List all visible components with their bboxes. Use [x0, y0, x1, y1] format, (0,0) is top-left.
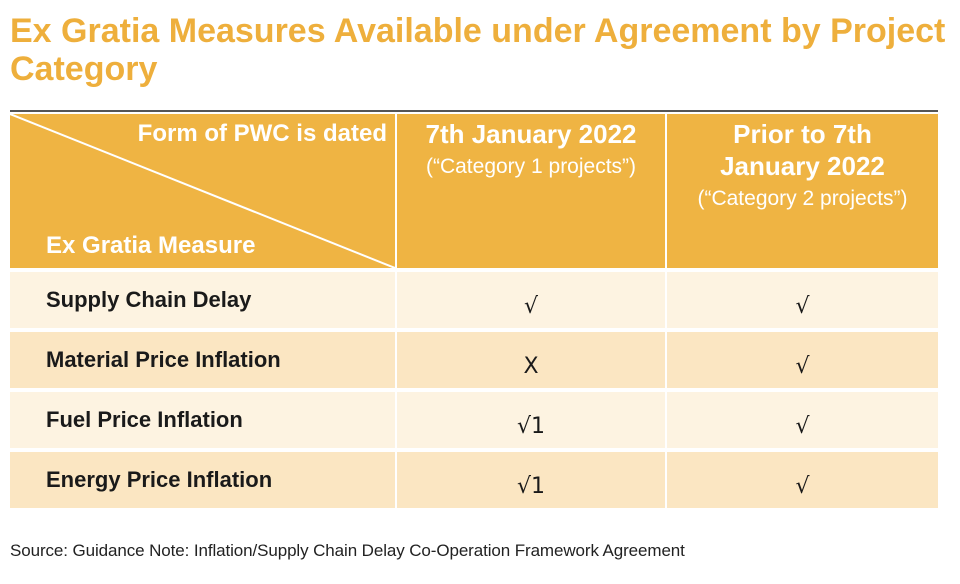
availability-mark: √1	[516, 413, 545, 439]
table-row: Supply Chain Delay √ √	[10, 272, 938, 328]
availability-mark: √	[523, 293, 539, 319]
measure-label: Supply Chain Delay	[10, 272, 395, 328]
measure-label: Fuel Price Inflation	[10, 392, 395, 448]
category-2-subtitle: (“Category 2 projects”)	[697, 187, 908, 210]
form-of-pwc-label: Form of PWC is dated	[137, 120, 387, 147]
category-1-cell: X	[397, 332, 665, 388]
category-2-date: Prior to 7th January 2022	[720, 119, 885, 181]
category-2-cell: √	[667, 452, 938, 508]
category-1-date: 7th January 2022	[425, 119, 637, 149]
ex-gratia-table: Form of PWC is dated Ex Gratia Measure 7…	[10, 114, 938, 508]
source-note: Source: Guidance Note: Inflation/Supply …	[10, 541, 685, 560]
table-row: Energy Price Inflation √1 √	[10, 452, 938, 508]
title-divider	[10, 110, 938, 112]
table-header-row: Form of PWC is dated Ex Gratia Measure 7…	[10, 114, 938, 268]
category-2-header: Prior to 7th January 2022 (“Category 2 p…	[667, 114, 938, 268]
table-row: Fuel Price Inflation √1 √	[10, 392, 938, 448]
category-1-cell: √1	[397, 452, 665, 508]
category-1-cell: √	[397, 272, 665, 328]
category-1-header: 7th January 2022 (“Category 1 projects”)	[397, 114, 665, 268]
category-2-cell: √	[667, 272, 938, 328]
availability-mark: X	[523, 353, 539, 379]
availability-mark: √1	[516, 473, 545, 499]
ex-gratia-measure-label: Ex Gratia Measure	[46, 232, 256, 259]
availability-mark: √	[795, 473, 810, 499]
diagonal-divider-line	[10, 114, 395, 268]
measure-label: Energy Price Inflation	[10, 452, 395, 508]
availability-mark: √	[795, 413, 810, 439]
category-1-subtitle: (“Category 1 projects”)	[425, 155, 637, 178]
table-row: Material Price Inflation X √	[10, 332, 938, 388]
measure-label: Material Price Inflation	[10, 332, 395, 388]
category-2-cell: √	[667, 332, 938, 388]
diagonal-header-cell: Form of PWC is dated Ex Gratia Measure	[10, 114, 395, 268]
category-2-cell: √	[667, 392, 938, 448]
category-1-cell: √1	[397, 392, 665, 448]
availability-mark: √	[795, 353, 810, 379]
availability-mark: √	[795, 293, 810, 319]
page-title: Ex Gratia Measures Available under Agree…	[10, 12, 946, 88]
